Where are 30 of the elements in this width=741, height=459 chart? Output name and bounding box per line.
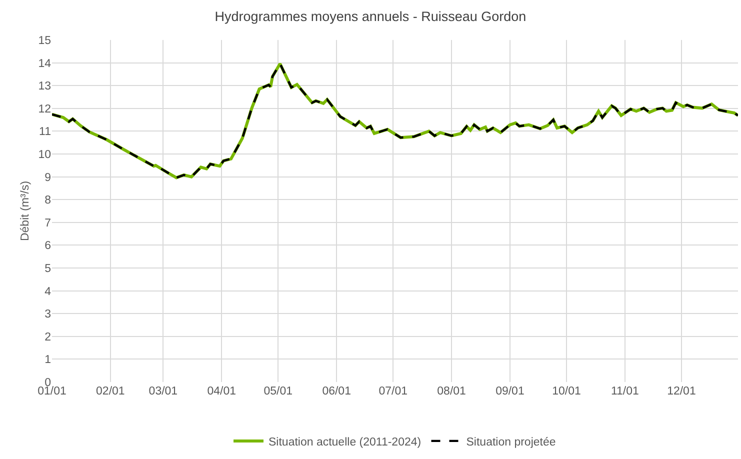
y-tick-label: 7 (44, 217, 51, 230)
x-tick-label: 12/01 (667, 386, 696, 398)
x-tick-label: 04/01 (207, 386, 236, 398)
x-tick-label: 08/01 (437, 386, 466, 398)
x-tick-label: 07/01 (378, 386, 408, 398)
y-axis-title: Débit (m³/s) (20, 180, 32, 242)
x-tick-label: 05/01 (264, 386, 293, 398)
y-tick-label: 3 (44, 308, 51, 321)
y-tick-label: 6 (44, 240, 51, 252)
y-tick-label: 5 (44, 263, 51, 276)
y-tick-label: 12 (38, 103, 51, 116)
x-tick-label: 09/01 (496, 386, 524, 398)
y-tick-label: 4 (44, 286, 52, 298)
x-tick-label: 10/01 (552, 386, 581, 398)
y-tick-label: 14 (38, 58, 52, 70)
y-tick-label: 8 (44, 194, 51, 207)
y-tick-label: 9 (44, 172, 51, 184)
x-tick-label: 06/01 (322, 386, 351, 398)
y-tick-label: 10 (38, 149, 51, 162)
y-tick-label: 1 (44, 354, 51, 366)
legend-label: Situation projetée (466, 436, 556, 448)
x-tick-label: 03/01 (148, 386, 178, 398)
x-tick-label: 11/01 (610, 386, 639, 398)
y-tick-label: 13 (38, 80, 51, 93)
y-tick-label: 11 (39, 126, 51, 138)
chart-title: Hydrogrammes moyens annuels - Ruisseau Gordon (214, 8, 526, 24)
y-tick-label: 15 (38, 35, 51, 48)
legend-label: Situation actuelle (2011-2024) (268, 436, 422, 448)
y-tick-label: 2 (44, 331, 51, 344)
x-tick-label: 02/01 (96, 386, 125, 398)
